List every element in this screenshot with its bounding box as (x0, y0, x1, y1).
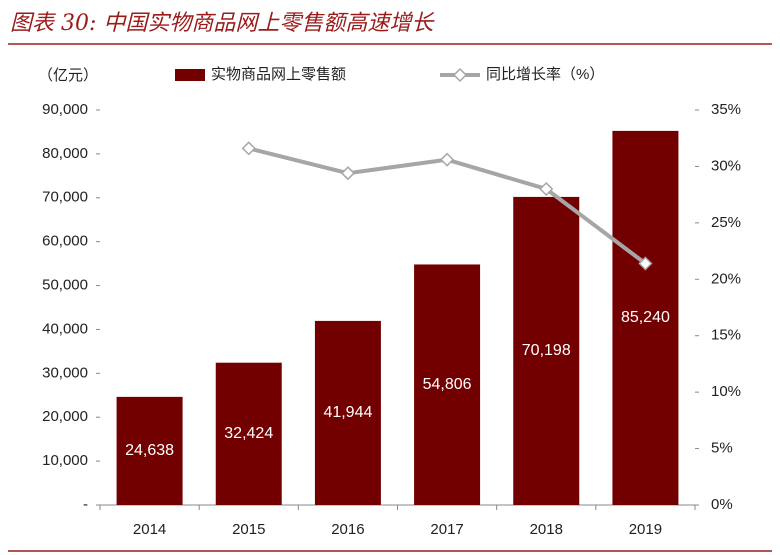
y2-tick-label: 5% (711, 440, 733, 457)
line-marker (340, 166, 355, 181)
bar (414, 264, 481, 505)
y2-tick-label: 25% (711, 214, 741, 231)
bar (215, 362, 282, 505)
legend-marker (452, 67, 468, 83)
y2-tick-label: 15% (711, 327, 741, 344)
x-tick-label: 2015 (232, 521, 265, 538)
y-tick-label: 50,000 (42, 277, 88, 294)
y-axis-label: （亿元） (38, 67, 98, 84)
bar (314, 320, 381, 505)
y2-tick-label: 30% (711, 157, 741, 174)
x-tick-label: 2019 (629, 521, 662, 538)
y2-tick-label: 10% (711, 383, 741, 400)
y-tick-label: 40,000 (42, 320, 88, 337)
legend-label: 同比增长率（%） (486, 66, 604, 83)
x-tick-label: 2017 (430, 521, 463, 538)
chart-title: 图表 30: 中国实物商品网上零售额高速增长 (10, 11, 435, 36)
line-marker (241, 141, 256, 156)
data-label: 70,198 (522, 342, 571, 359)
legend-label: 实物商品网上零售额 (211, 66, 346, 83)
line-marker (440, 152, 455, 167)
bar (116, 396, 183, 505)
y-tick-label: 10,000 (42, 452, 88, 469)
y-tick-label: 60,000 (42, 233, 88, 250)
y-tick-label: 90,000 (42, 101, 88, 118)
x-tick-label: 2014 (133, 521, 166, 538)
y-tick-label: 80,000 (42, 145, 88, 162)
y2-tick-label: 35% (711, 101, 741, 118)
bar (513, 196, 580, 505)
y-tick-label: 30,000 (42, 364, 88, 381)
data-label: 85,240 (621, 309, 670, 326)
data-label: 41,944 (323, 404, 372, 421)
legend-swatch (175, 69, 205, 81)
y2-tick-label: 0% (711, 496, 733, 513)
data-label: 32,424 (224, 425, 273, 442)
data-label: 54,806 (423, 376, 472, 393)
x-tick-label: 2016 (331, 521, 364, 538)
y-tick-label: 70,000 (42, 189, 88, 206)
line-marker (539, 181, 554, 197)
y-tick-label: - (83, 496, 88, 513)
bar (612, 130, 679, 505)
data-label: 24,638 (125, 442, 174, 459)
y2-tick-label: 20% (711, 270, 741, 287)
line-marker (638, 256, 653, 271)
y-tick-label: 20,000 (42, 408, 88, 425)
x-tick-label: 2018 (530, 521, 563, 538)
